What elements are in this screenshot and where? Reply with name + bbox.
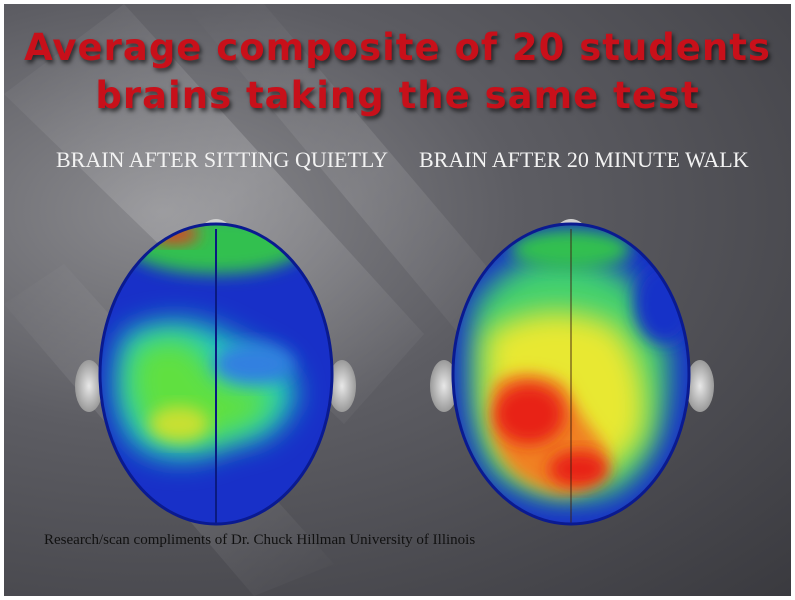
brain-right	[430, 219, 714, 529]
page: Average composite of 20 students brains …	[0, 0, 795, 600]
brain-left	[75, 214, 356, 529]
brain-scans	[4, 4, 791, 596]
slide: Average composite of 20 students brains …	[4, 4, 791, 596]
credit: Research/scan compliments of Dr. Chuck H…	[44, 532, 475, 549]
